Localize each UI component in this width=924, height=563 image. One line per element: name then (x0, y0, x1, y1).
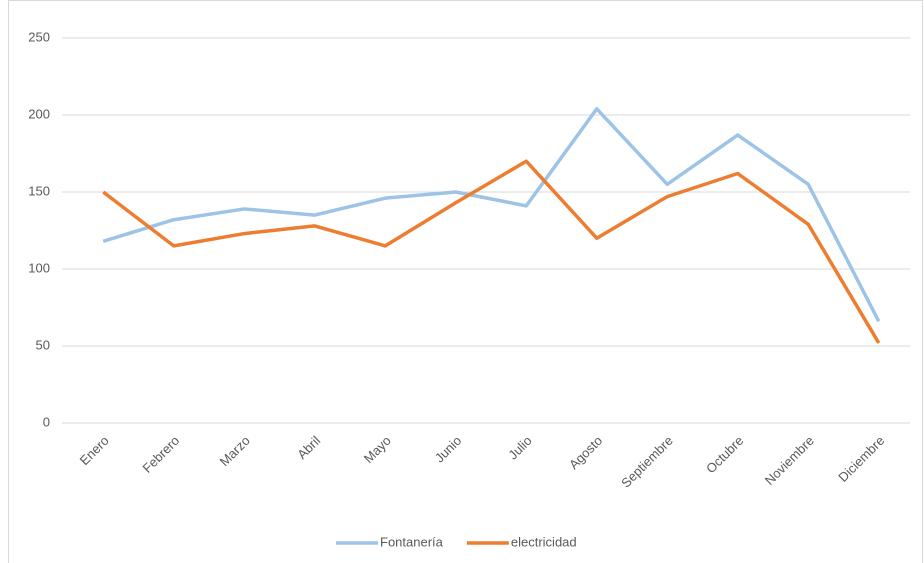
y-tick-label: 200 (28, 106, 50, 121)
y-tick-label: 100 (28, 260, 50, 275)
x-tick-label: Noviembre (762, 433, 817, 488)
y-tick-label: 250 (28, 29, 50, 44)
x-tick-label: Julio (505, 433, 535, 463)
x-tick-label: Octubre (703, 433, 746, 476)
legend-label: electricidad (511, 534, 577, 549)
x-tick-label: Enero (77, 433, 112, 468)
x-tick-label: Marzo (217, 433, 253, 469)
x-tick-label: Septiembre (618, 433, 676, 491)
series-line (102, 159, 881, 344)
chart-border (8, 0, 923, 563)
x-tick-label: Junio (432, 433, 465, 466)
x-tick-label: Abril (294, 433, 323, 462)
y-tick-label: 0 (43, 414, 50, 429)
x-tick-label: Diciembre (835, 433, 887, 485)
y-tick-label: 50 (36, 337, 50, 352)
x-tick-label: Mayo (361, 433, 394, 466)
series-line (102, 107, 881, 323)
y-tick-label: 150 (28, 183, 50, 198)
legend-label: Fontanería (380, 534, 444, 549)
x-tick-label: Agosto (566, 433, 605, 472)
x-tick-label: Febrero (139, 433, 182, 476)
